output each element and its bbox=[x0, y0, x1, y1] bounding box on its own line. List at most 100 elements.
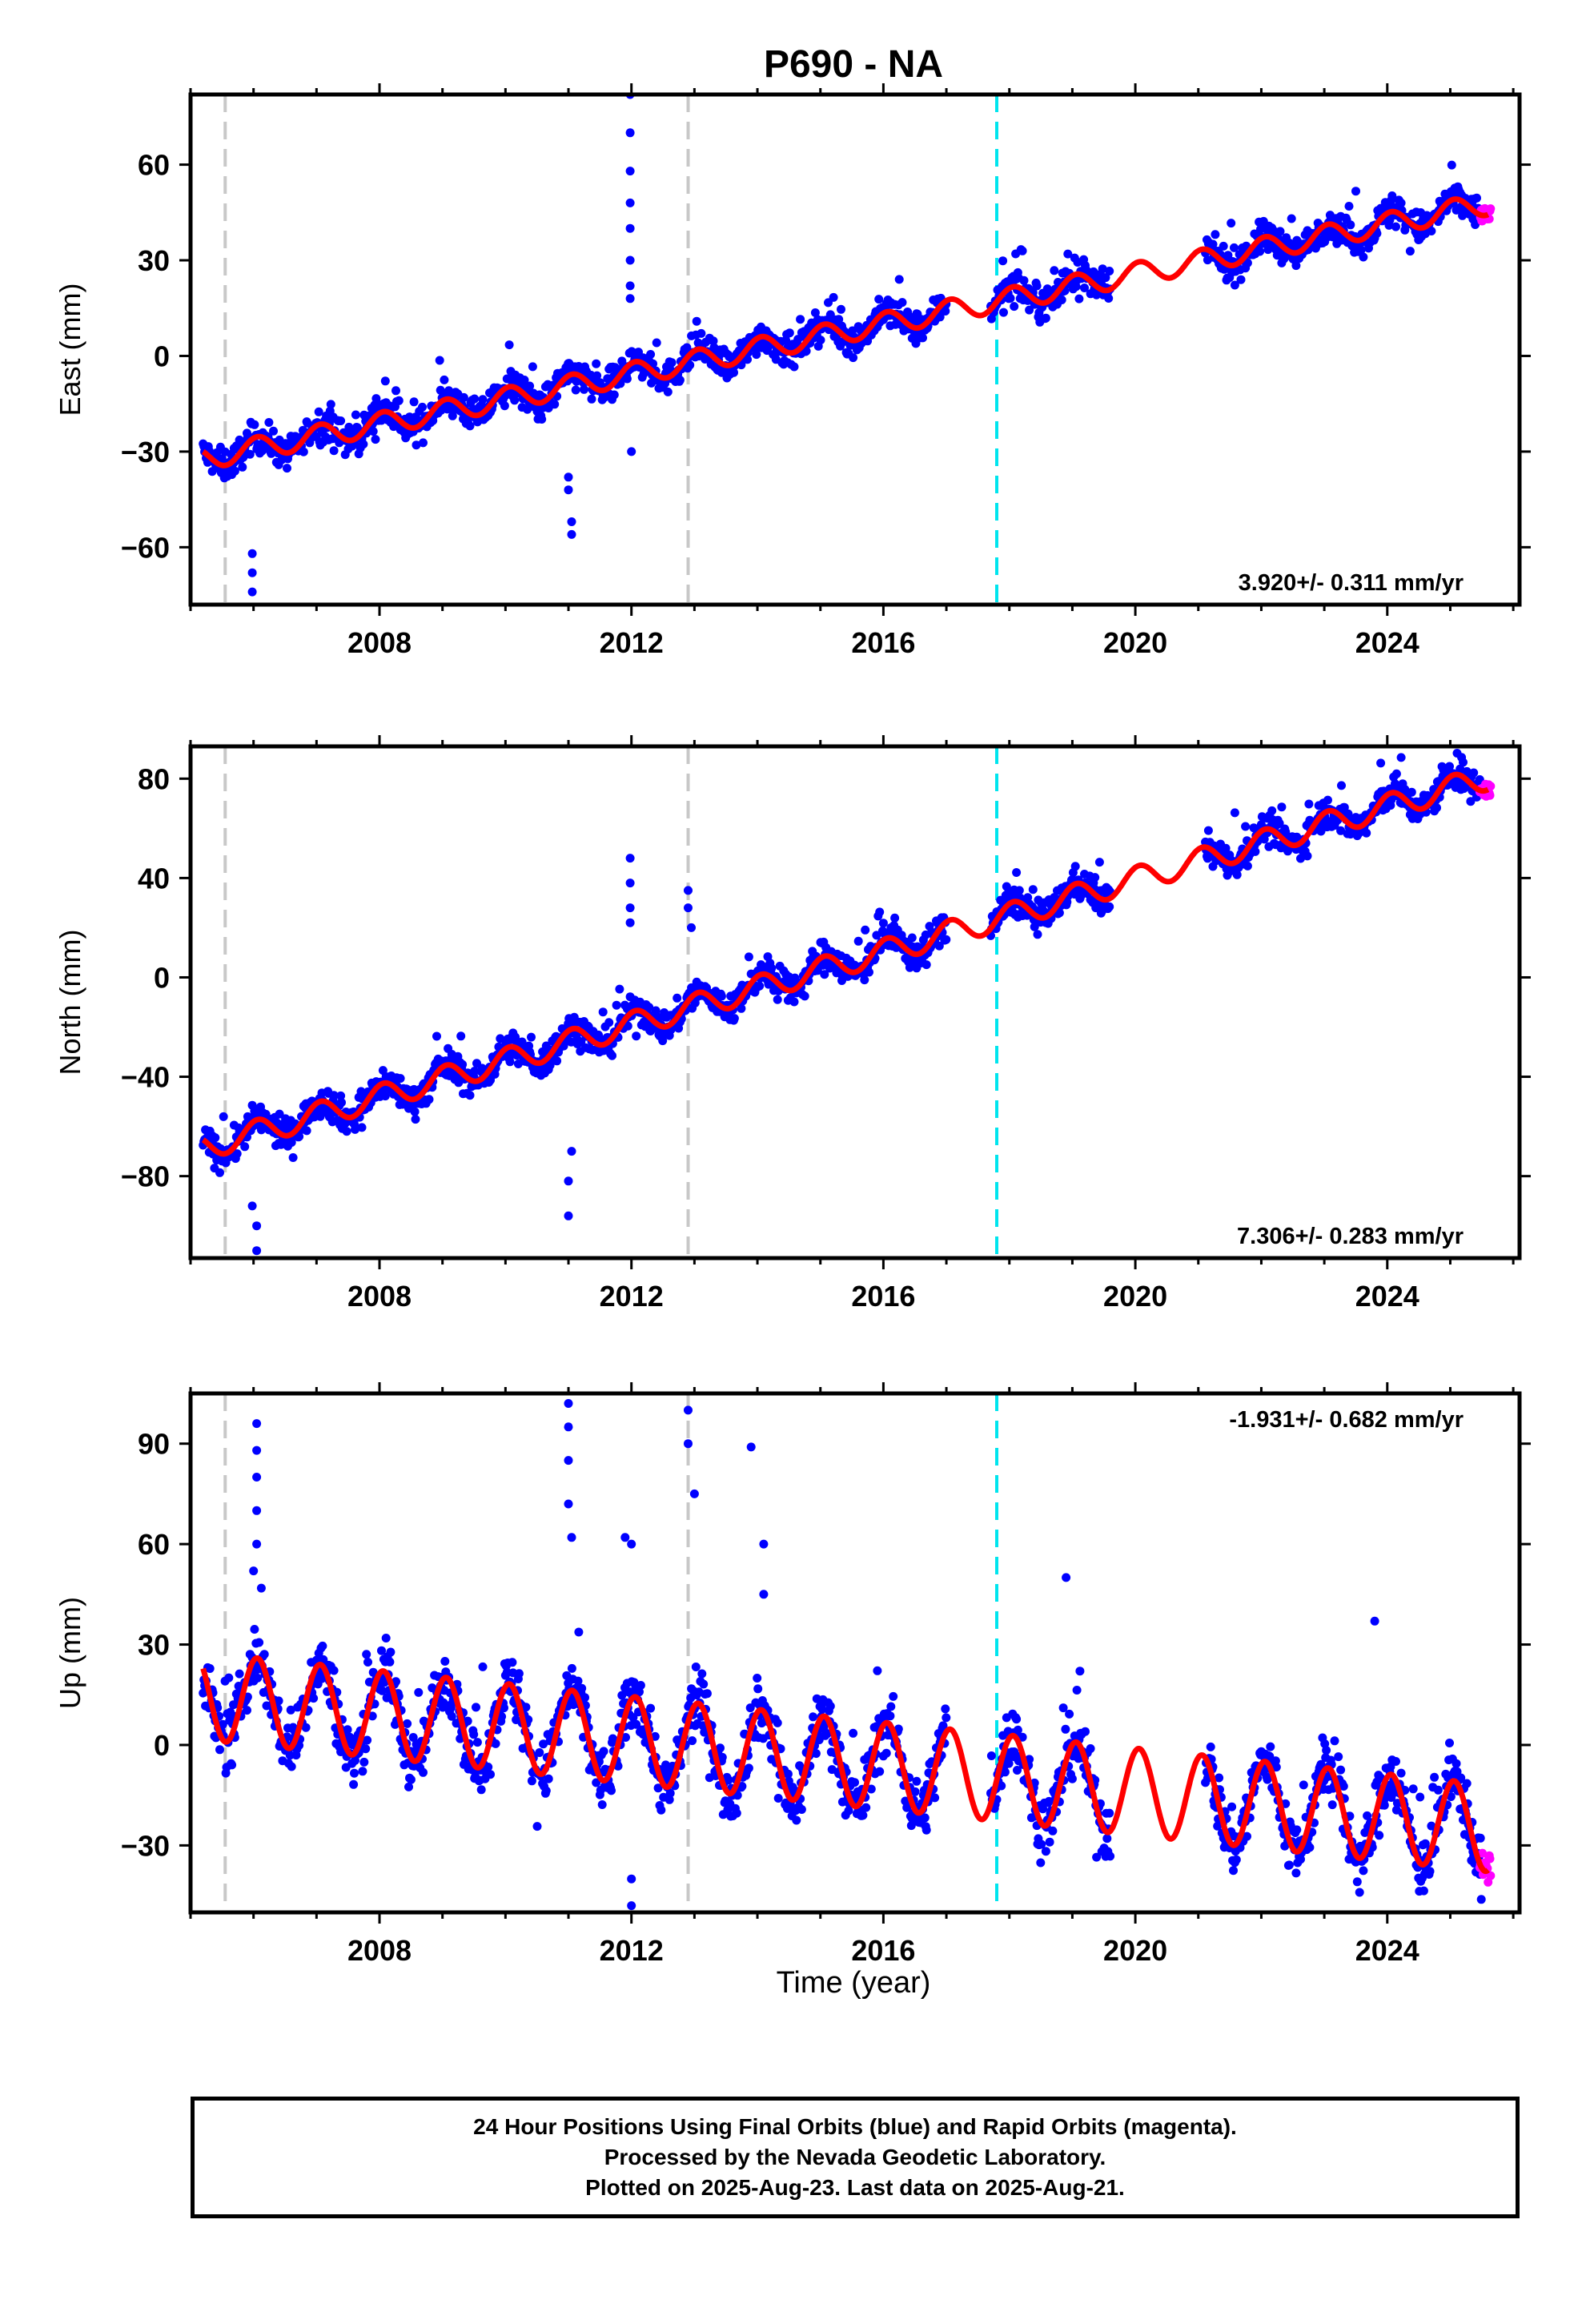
data-point bbox=[1030, 922, 1039, 931]
data-point bbox=[873, 1666, 882, 1675]
data-point bbox=[1359, 1866, 1368, 1876]
data-point bbox=[941, 307, 950, 316]
x-tick-label: 2024 bbox=[1355, 626, 1419, 659]
data-point bbox=[1266, 1742, 1275, 1751]
outlier-point bbox=[627, 1901, 636, 1911]
data-point bbox=[1459, 758, 1468, 767]
data-point bbox=[797, 1805, 806, 1814]
x-tick-label: 2024 bbox=[1355, 1280, 1419, 1313]
data-point bbox=[921, 960, 931, 970]
data-point bbox=[1336, 1765, 1346, 1775]
x-tick-label: 2020 bbox=[1103, 1934, 1167, 1967]
data-point bbox=[541, 1786, 551, 1795]
data-point bbox=[849, 353, 858, 363]
data-point bbox=[607, 1786, 616, 1795]
data-point bbox=[504, 340, 514, 350]
data-point bbox=[505, 1057, 515, 1067]
data-point bbox=[1304, 799, 1314, 809]
data-point bbox=[905, 963, 914, 972]
data-point bbox=[1206, 1742, 1215, 1751]
data-point bbox=[632, 1031, 641, 1041]
data-point bbox=[326, 400, 335, 409]
data-point bbox=[1362, 828, 1371, 838]
data-point bbox=[574, 1627, 584, 1637]
data-point bbox=[299, 447, 308, 456]
data-point bbox=[1359, 252, 1368, 262]
data-point bbox=[394, 396, 404, 405]
data-point bbox=[1352, 1877, 1362, 1887]
data-point bbox=[288, 1153, 298, 1162]
data-point bbox=[1211, 230, 1220, 239]
outlier-point bbox=[684, 1439, 693, 1449]
data-point bbox=[259, 1650, 269, 1659]
data-point bbox=[1098, 264, 1107, 274]
data-point bbox=[527, 1776, 536, 1786]
data-point bbox=[230, 466, 239, 476]
data-point bbox=[942, 935, 951, 944]
y-tick-label: 0 bbox=[154, 340, 170, 372]
data-point bbox=[470, 394, 480, 404]
data-point bbox=[472, 1738, 482, 1747]
data-point bbox=[318, 1641, 327, 1651]
data-point bbox=[491, 1739, 500, 1748]
data-point bbox=[1041, 1847, 1050, 1856]
data-point bbox=[336, 1091, 346, 1100]
y-tick-label: 80 bbox=[138, 762, 170, 795]
data-point bbox=[1241, 822, 1251, 831]
data-point bbox=[1101, 273, 1110, 283]
data-point bbox=[1376, 758, 1386, 768]
outlier-point bbox=[759, 1590, 769, 1599]
data-point bbox=[1447, 160, 1456, 170]
data-point bbox=[1086, 1744, 1095, 1753]
y-tick-label: −30 bbox=[121, 1829, 170, 1862]
data-point bbox=[935, 312, 945, 322]
data-point bbox=[465, 421, 475, 431]
x-tick-label: 2016 bbox=[851, 1934, 915, 1967]
outlier-point bbox=[625, 281, 635, 291]
data-point bbox=[912, 1776, 921, 1786]
outlier-point bbox=[684, 903, 693, 913]
data-point bbox=[1251, 846, 1260, 856]
data-point bbox=[1391, 222, 1400, 231]
data-point bbox=[753, 1684, 763, 1694]
data-point bbox=[644, 1003, 654, 1012]
data-point bbox=[921, 1825, 931, 1835]
data-point bbox=[521, 1703, 531, 1712]
data-point bbox=[218, 1719, 227, 1729]
data-point bbox=[608, 1051, 616, 1060]
data-point bbox=[245, 449, 255, 459]
data-point bbox=[1229, 1866, 1238, 1876]
data-point bbox=[215, 1745, 224, 1755]
data-point bbox=[329, 446, 339, 456]
outlier-point bbox=[249, 1566, 259, 1576]
data-point bbox=[1432, 803, 1441, 813]
data-point bbox=[1080, 283, 1089, 292]
footer-note-box: 24 Hour Positions Using Final Orbits (bl… bbox=[191, 2097, 1520, 2218]
outlier-point bbox=[247, 549, 257, 558]
data-point bbox=[729, 368, 738, 377]
data-point bbox=[380, 376, 390, 386]
y-tick-label: 30 bbox=[138, 244, 170, 277]
data-point bbox=[702, 1689, 712, 1699]
data-point bbox=[874, 295, 884, 304]
data-point bbox=[652, 338, 661, 348]
data-point bbox=[622, 374, 632, 384]
x-tick-label: 2008 bbox=[347, 1280, 412, 1313]
data-point bbox=[508, 1658, 517, 1667]
model-curve bbox=[201, 196, 1490, 468]
data-point bbox=[368, 427, 378, 436]
data-point bbox=[1337, 781, 1346, 790]
data-point bbox=[785, 328, 794, 338]
data-point bbox=[1230, 280, 1239, 290]
outlier-point bbox=[625, 255, 635, 265]
data-point bbox=[1019, 275, 1029, 285]
data-point bbox=[592, 371, 602, 380]
data-point bbox=[302, 1126, 311, 1136]
x-tick-label: 2016 bbox=[851, 626, 915, 659]
data-point bbox=[737, 1003, 746, 1013]
data-point bbox=[497, 1712, 507, 1721]
data-point bbox=[825, 1702, 835, 1711]
y-tick-label: 40 bbox=[138, 862, 170, 895]
data-point bbox=[1407, 787, 1416, 797]
